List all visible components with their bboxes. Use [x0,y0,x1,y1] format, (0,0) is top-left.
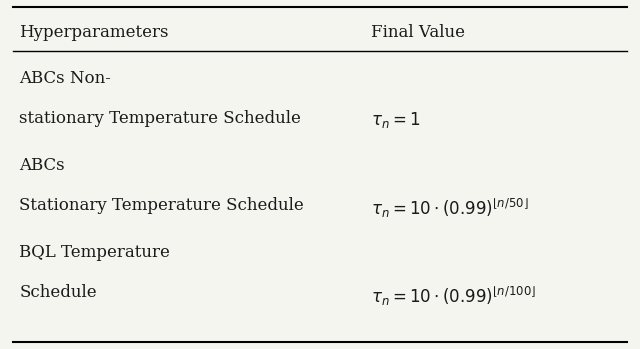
Text: stationary Temperature Schedule: stationary Temperature Schedule [19,110,301,127]
Text: $\tau_n = 1$: $\tau_n = 1$ [371,110,420,130]
Text: ABCs Non-: ABCs Non- [19,70,111,87]
Text: Schedule: Schedule [19,284,97,302]
Text: $\tau_n = 10 \cdot (0.99)^{\lfloor n/100 \rfloor}$: $\tau_n = 10 \cdot (0.99)^{\lfloor n/100… [371,284,536,307]
Text: BQL Temperature: BQL Temperature [19,244,170,261]
Text: Stationary Temperature Schedule: Stationary Temperature Schedule [19,197,304,214]
Text: $\tau_n = 10 \cdot (0.99)^{\lfloor n/50 \rfloor}$: $\tau_n = 10 \cdot (0.99)^{\lfloor n/50 … [371,197,529,220]
Text: Hyperparameters: Hyperparameters [19,24,169,42]
Text: Final Value: Final Value [371,24,465,42]
Text: ABCs: ABCs [19,157,65,174]
